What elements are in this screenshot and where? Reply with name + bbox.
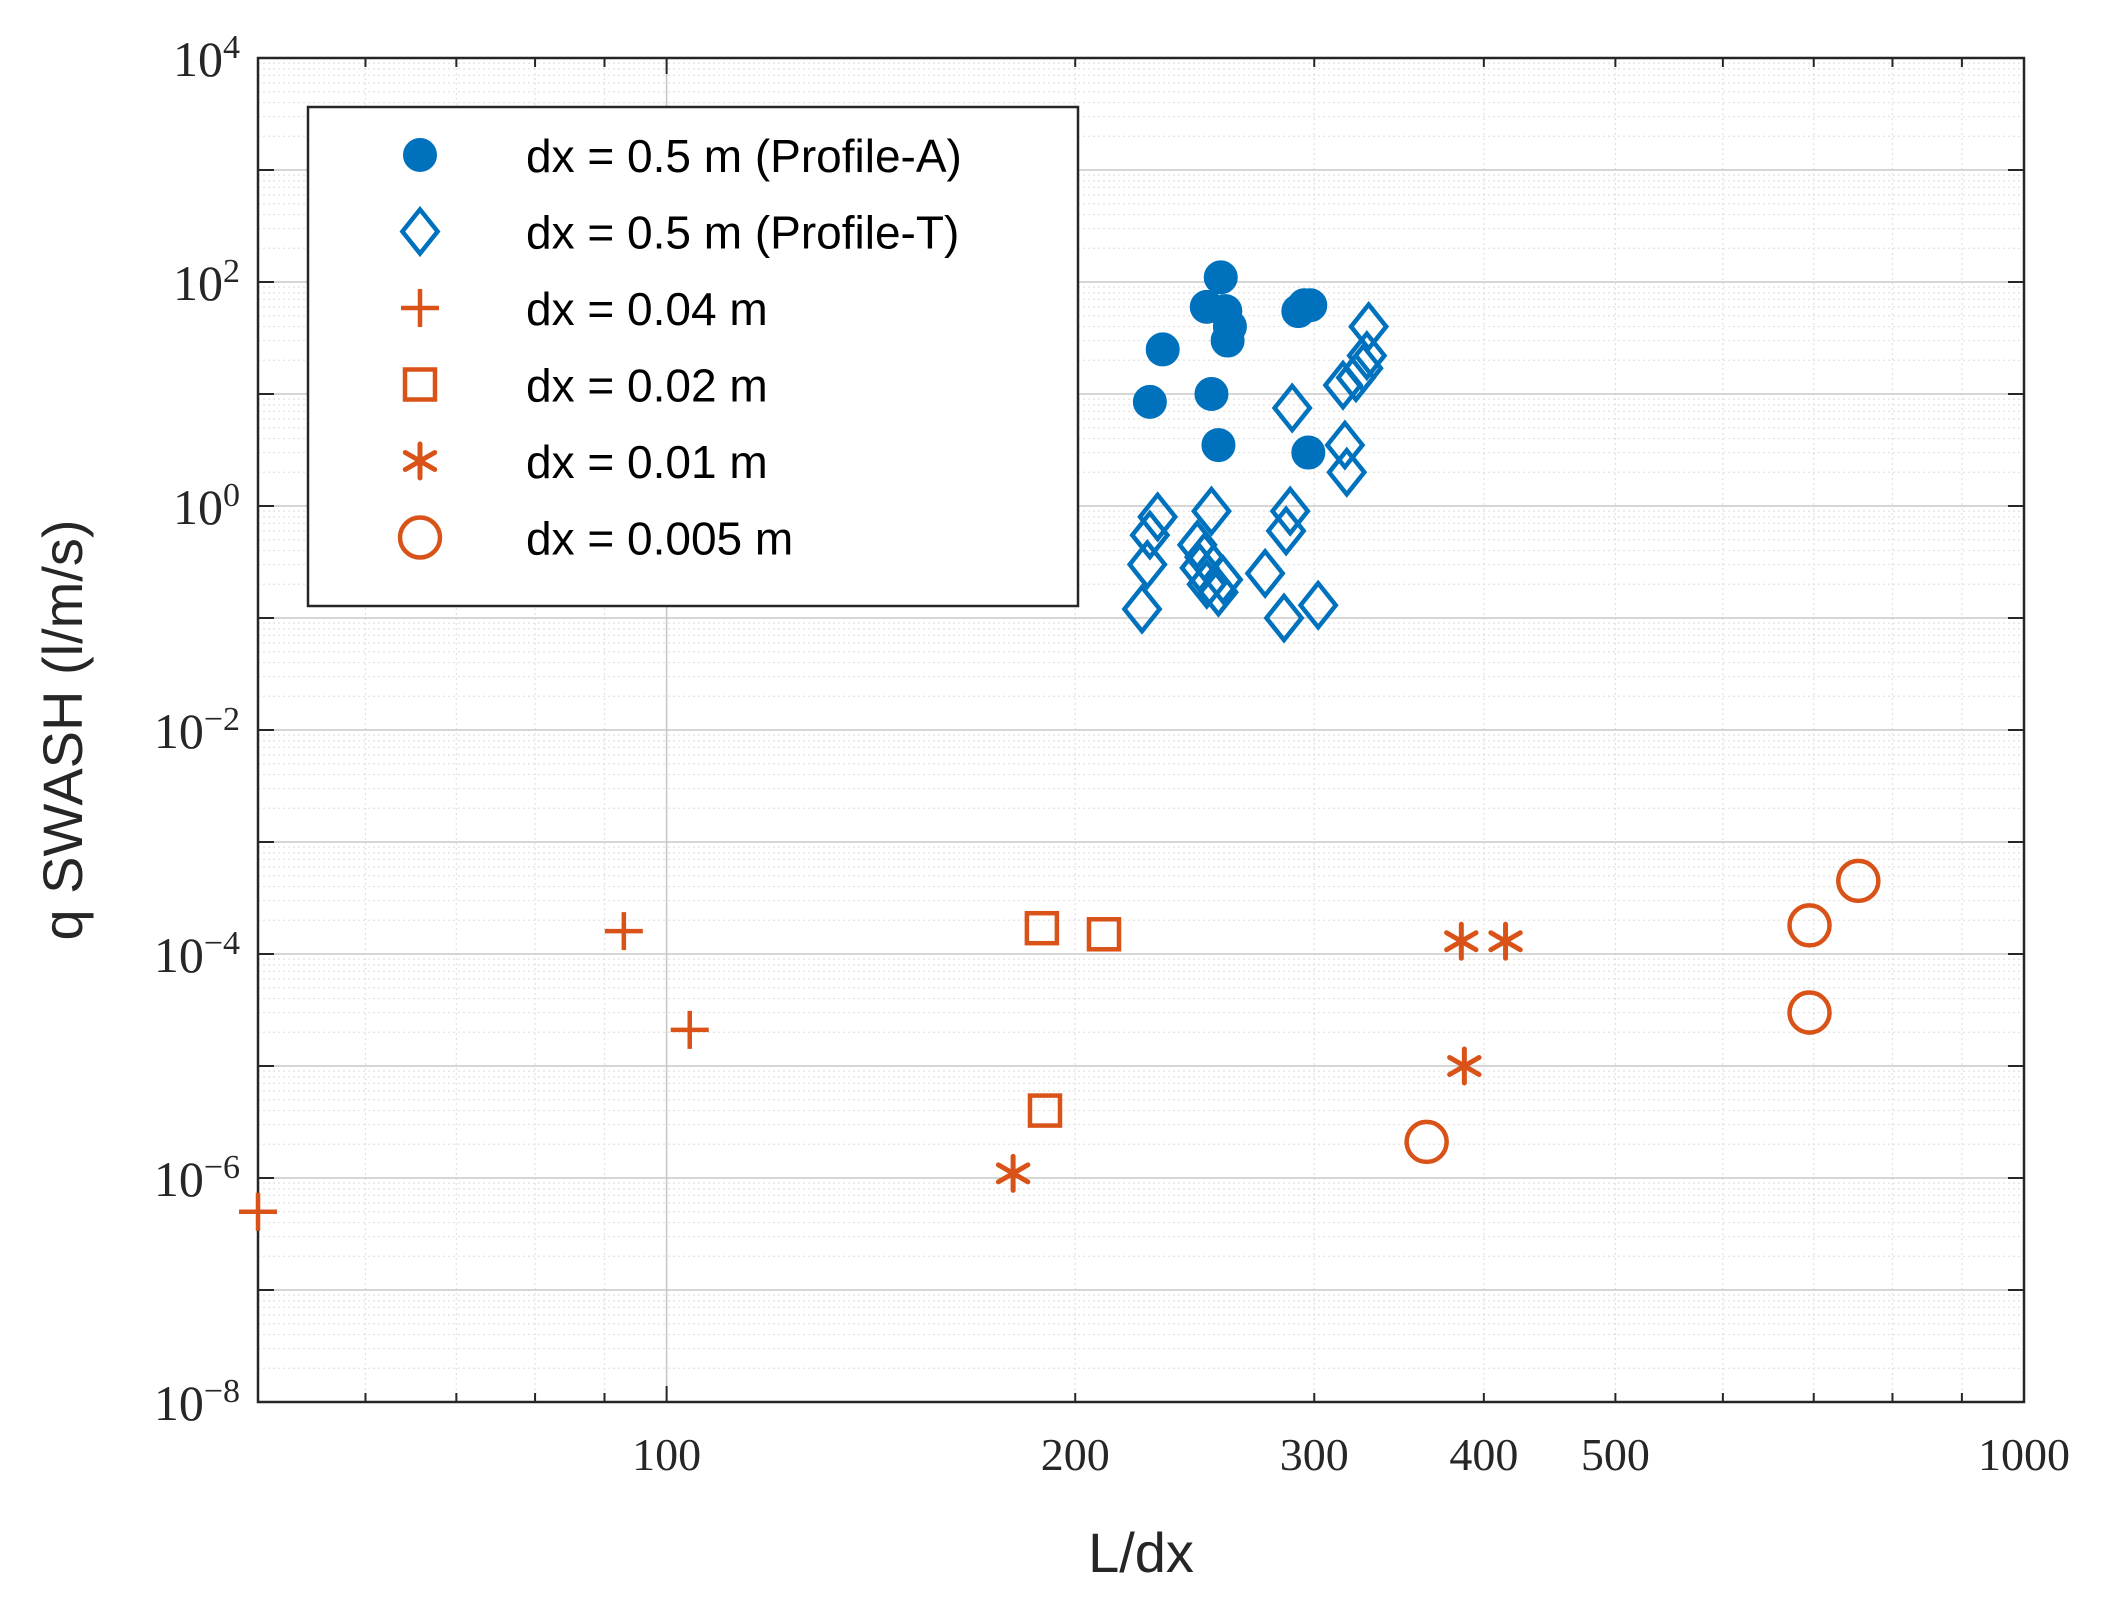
data-point — [1244, 547, 1286, 600]
data-point — [1212, 309, 1247, 344]
data-point — [1137, 491, 1179, 543]
data-point — [1263, 592, 1305, 644]
data-point — [1488, 921, 1523, 961]
legend-marker — [402, 367, 438, 402]
data-point — [1086, 917, 1122, 952]
y-tick-label: 10−4 — [154, 925, 240, 984]
data-point — [239, 1192, 277, 1231]
legend-label: dx = 0.04 m — [526, 283, 768, 335]
data-point — [1194, 377, 1229, 411]
y-tick-label: 100 — [173, 477, 240, 536]
legend-label: dx = 0.005 m — [526, 513, 793, 565]
series-1 — [1121, 300, 1390, 644]
data-point — [1444, 921, 1479, 961]
y-axis-label: q SWASH (l/m/s) — [31, 519, 94, 940]
data-point — [1132, 384, 1167, 419]
data-point — [1203, 260, 1238, 295]
legend-marker — [399, 205, 441, 258]
legend-label: dx = 0.5 m (Profile-T) — [526, 207, 959, 259]
data-point — [1346, 330, 1388, 382]
data-point — [1291, 435, 1326, 470]
x-tick-label: 1000 — [1978, 1429, 2070, 1480]
data-point — [1787, 990, 1832, 1035]
data-point — [1271, 382, 1313, 434]
data-point — [1293, 288, 1328, 323]
x-axis-label: L/dx — [1088, 1521, 1194, 1584]
data-point — [1024, 910, 1060, 946]
x-tick-label: 500 — [1581, 1429, 1650, 1480]
data-point — [1202, 554, 1244, 606]
data-point — [670, 1010, 709, 1049]
data-point — [1186, 558, 1228, 610]
data-point — [1269, 485, 1311, 537]
legend-marker — [401, 289, 439, 327]
legend-label: dx = 0.5 m (Profile-A) — [526, 130, 962, 182]
series-0 — [1132, 260, 1328, 470]
data-point — [1201, 428, 1236, 463]
x-tick-label: 400 — [1449, 1429, 1518, 1480]
data-point — [1129, 509, 1171, 561]
data-point — [1297, 579, 1339, 631]
y-tick-label: 10−8 — [154, 1373, 240, 1432]
y-tick-label: 10−6 — [154, 1149, 240, 1208]
x-tick-labels: 100 200 300 400 500 1000 — [632, 1429, 2070, 1480]
data-point — [1348, 300, 1390, 353]
legend-marker — [403, 138, 437, 172]
data-point — [1324, 419, 1366, 471]
y-tick-label: 10−2 — [154, 701, 240, 760]
legend-label: dx = 0.02 m — [526, 360, 768, 412]
data-point — [1787, 903, 1832, 948]
data-point — [995, 1153, 1031, 1193]
data-point — [1027, 1093, 1063, 1128]
legend-marker — [397, 515, 443, 560]
data-point — [1126, 538, 1168, 591]
data-point — [1836, 858, 1881, 904]
data-point — [1326, 446, 1368, 498]
legend: dx = 0.5 m (Profile-A) dx = 0.5 m (Profil… — [306, 105, 1080, 608]
x-tick-label: 100 — [632, 1429, 701, 1480]
data-point — [1190, 485, 1232, 537]
data-points — [239, 260, 1881, 1231]
legend-label: dx = 0.01 m — [526, 436, 768, 488]
x-tick-label: 200 — [1041, 1429, 1110, 1480]
data-point — [1197, 566, 1239, 618]
ticks — [257, 58, 2025, 1403]
series-3 — [1024, 910, 1122, 1128]
data-point — [1145, 332, 1180, 367]
data-point — [1335, 352, 1377, 404]
data-point — [1404, 1119, 1449, 1165]
data-point — [1447, 1046, 1482, 1086]
y-tick-label: 102 — [173, 253, 240, 312]
x-tick-label: 300 — [1280, 1429, 1349, 1480]
series-4 — [995, 921, 1523, 1193]
y-tick-label: 104 — [173, 29, 240, 88]
data-point — [604, 912, 643, 951]
series-2 — [239, 912, 709, 1231]
series-5 — [1404, 858, 1881, 1165]
legend-marker — [402, 441, 438, 481]
data-point — [1121, 583, 1163, 635]
y-tick-labels: 10−8 10−6 10−4 10−2 100 102 104 — [154, 29, 240, 1432]
